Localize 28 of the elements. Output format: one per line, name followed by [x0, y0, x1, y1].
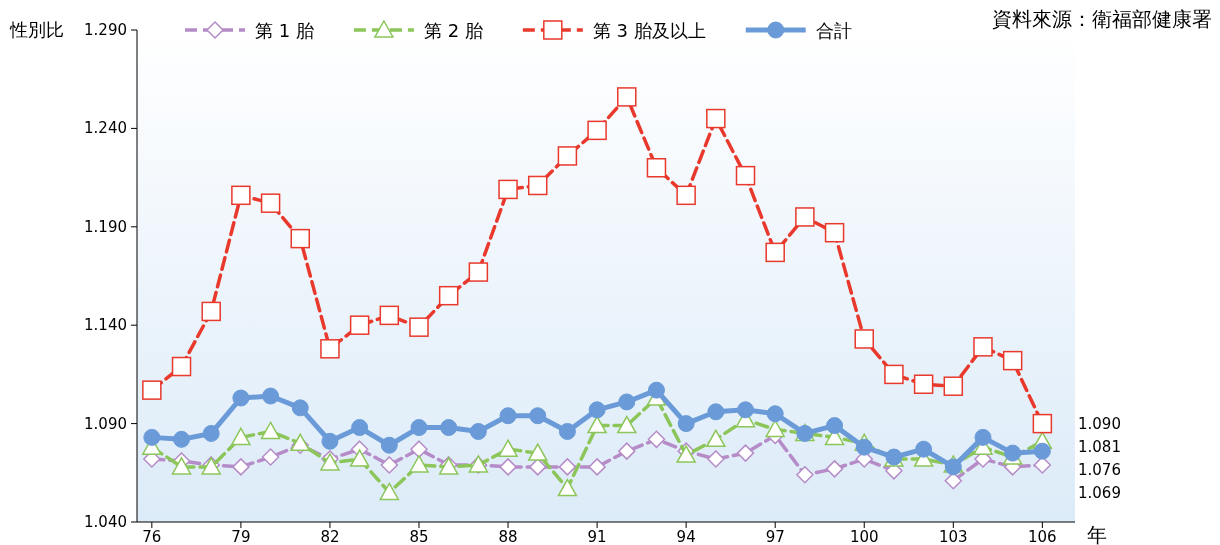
x-tick-label: 100 — [849, 528, 879, 545]
x-tick-label: 106 — [1028, 528, 1057, 545]
legend-label: 第 3 胎及以上 — [592, 20, 706, 41]
x-axis-title: 年 — [1087, 523, 1107, 545]
x-tick-label: 91 — [587, 528, 607, 545]
y-tick-label: 1.190 — [84, 217, 127, 236]
annotation: 資料來源：衛福部健康署 — [992, 7, 1212, 31]
x-tick-label: 94 — [676, 528, 696, 545]
data-label: 1.090 — [1078, 414, 1121, 433]
data-label: 1.076 — [1078, 460, 1121, 479]
data-label: 1.081 — [1078, 437, 1121, 456]
x-tick-label: 97 — [765, 528, 785, 545]
x-tick-label: 103 — [938, 528, 968, 545]
x-tick-label: 79 — [231, 528, 251, 545]
x-tick-label: 88 — [498, 528, 518, 545]
y-tick-label: 1.240 — [84, 119, 127, 138]
x-tick-label: 76 — [142, 528, 162, 545]
y-axis-title: 性別比 — [9, 19, 64, 40]
y-tick-label: 1.290 — [84, 21, 127, 39]
legend-label: 第 1 胎 — [255, 20, 314, 41]
y-tick-label: 1.140 — [84, 316, 127, 335]
y-tick-label: 1.040 — [84, 513, 127, 531]
legend-label: 合計 — [815, 20, 852, 41]
data-label: 1.069 — [1078, 483, 1121, 502]
x-tick-label: 85 — [409, 528, 429, 545]
legend-label: 第 2 胎 — [423, 20, 483, 41]
x-tick-label: 82 — [320, 528, 340, 545]
y-tick-label: 1.090 — [84, 414, 127, 433]
